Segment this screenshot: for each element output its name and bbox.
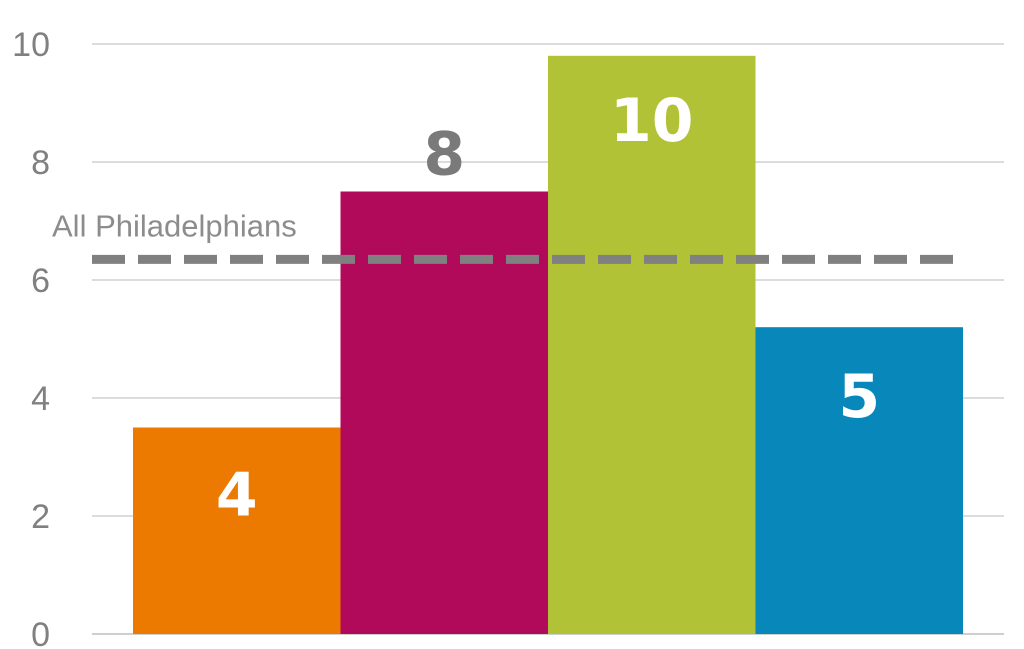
y-tick-label: 4 xyxy=(31,380,50,418)
bars xyxy=(133,55,963,635)
y-tick-label: 6 xyxy=(31,262,50,300)
y-tick-label: 2 xyxy=(31,498,50,536)
reference-line-label: All Philadelphians xyxy=(52,208,297,243)
y-tick-label: 0 xyxy=(31,616,50,649)
data-label: 10 xyxy=(610,86,694,156)
data-label: 8 xyxy=(423,120,465,190)
bar xyxy=(133,427,341,634)
data-labels: 4 8 10 5 xyxy=(216,86,880,531)
reference-line-group: All Philadelphians xyxy=(52,208,957,264)
data-label: 4 xyxy=(216,461,258,531)
bar xyxy=(548,55,756,635)
bar xyxy=(340,191,548,634)
bar xyxy=(755,327,963,634)
data-label: 5 xyxy=(838,362,880,432)
y-tick-label: 10 xyxy=(12,26,50,64)
y-tick-label: 8 xyxy=(31,144,50,182)
